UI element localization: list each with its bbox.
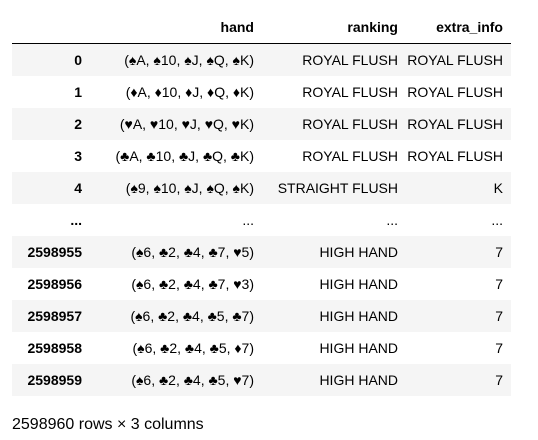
extra-info-cell: ...: [491, 212, 503, 228]
ranking-cell: HIGH HAND: [319, 244, 398, 260]
row-index: 2598956: [27, 276, 82, 292]
dataframe-table: hand ranking extra_info 0 (♠A, ♠10, ♠J, …: [12, 12, 511, 396]
hand-column-header: hand: [90, 12, 262, 44]
table-header: hand ranking extra_info: [12, 12, 511, 44]
hand-cell: (♠6, ♣2, ♣4, ♣5, ♣7): [130, 308, 254, 324]
ranking-column-header: ranking: [262, 12, 406, 44]
table-row: 2598958 (♠6, ♣2, ♣4, ♣5, ♦7) HIGH HAND 7: [12, 332, 511, 364]
ellipsis-row: ... ... ... ...: [12, 204, 511, 236]
table-row: 1 (♦A, ♦10, ♦J, ♦Q, ♦K) ROYAL FLUSH ROYA…: [12, 76, 511, 108]
ranking-cell: ROYAL FLUSH: [302, 52, 398, 68]
ranking-cell: HIGH HAND: [319, 276, 398, 292]
row-index: 2598955: [27, 244, 82, 260]
table-row: 2 (♥A, ♥10, ♥J, ♥Q, ♥K) ROYAL FLUSH ROYA…: [12, 108, 511, 140]
hand-cell: (♣A, ♣10, ♣J, ♣Q, ♣K): [115, 148, 254, 164]
row-index: 2598957: [27, 308, 82, 324]
extra-info-cell: ROYAL FLUSH: [407, 116, 503, 132]
extra-info-cell: ROYAL FLUSH: [407, 52, 503, 68]
extra-info-cell: 7: [495, 340, 503, 356]
table-row: 2598959 (♠6, ♣2, ♣4, ♣5, ♥7) HIGH HAND 7: [12, 364, 511, 396]
extra-info-cell: 7: [495, 308, 503, 324]
ranking-cell: HIGH HAND: [319, 340, 398, 356]
row-index: 2598959: [27, 372, 82, 388]
row-index: 3: [74, 148, 82, 164]
extra-info-cell: ROYAL FLUSH: [407, 148, 503, 164]
table-row: 2598955 (♠6, ♣2, ♣4, ♣7, ♥5) HIGH HAND 7: [12, 236, 511, 268]
extra-info-cell: 7: [495, 244, 503, 260]
ranking-cell: ROYAL FLUSH: [302, 116, 398, 132]
index-column-header: [12, 12, 90, 44]
row-index: 2: [74, 116, 82, 132]
header-row: hand ranking extra_info: [12, 12, 511, 44]
extra-info-cell: 7: [495, 372, 503, 388]
hand-cell: (♠6, ♣2, ♣4, ♣7, ♥5): [131, 244, 254, 260]
row-index: 2598958: [27, 340, 82, 356]
row-index: 0: [74, 52, 82, 68]
table-row: 3 (♣A, ♣10, ♣J, ♣Q, ♣K) ROYAL FLUSH ROYA…: [12, 140, 511, 172]
table-row: 2598957 (♠6, ♣2, ♣4, ♣5, ♣7) HIGH HAND 7: [12, 300, 511, 332]
hand-cell: (♠6, ♣2, ♣4, ♣5, ♥7): [131, 372, 254, 388]
table-row: 4 (♠9, ♠10, ♠J, ♠Q, ♠K) STRAIGHT FLUSH K: [12, 172, 511, 204]
hand-cell: (♥A, ♥10, ♥J, ♥Q, ♥K): [119, 116, 254, 132]
row-index: ...: [70, 212, 82, 228]
hand-cell: (♦A, ♦10, ♦J, ♦Q, ♦K): [125, 84, 254, 100]
extra-info-cell: ROYAL FLUSH: [407, 84, 503, 100]
hand-cell: (♠9, ♠10, ♠J, ♠Q, ♠K): [125, 180, 254, 196]
table-row: 2598956 (♠6, ♣2, ♣4, ♣7, ♥3) HIGH HAND 7: [12, 268, 511, 300]
extra-info-cell: 7: [495, 276, 503, 292]
extra-info-column-header: extra_info: [406, 12, 511, 44]
ranking-cell: ROYAL FLUSH: [302, 148, 398, 164]
hand-cell: ...: [242, 212, 254, 228]
table-row: 0 (♠A, ♠10, ♠J, ♠Q, ♠K) ROYAL FLUSH ROYA…: [12, 43, 511, 76]
ranking-cell: ...: [386, 212, 398, 228]
ranking-cell: ROYAL FLUSH: [302, 84, 398, 100]
hand-cell: (♠6, ♣2, ♣4, ♣5, ♦7): [132, 340, 254, 356]
row-index: 1: [74, 84, 82, 100]
ranking-cell: HIGH HAND: [319, 372, 398, 388]
row-index: 4: [74, 180, 82, 196]
hand-cell: (♠A, ♠10, ♠J, ♠Q, ♠K): [124, 52, 254, 68]
shape-summary: 2598960 rows × 3 columns: [12, 416, 204, 433]
ranking-cell: STRAIGHT FLUSH: [277, 180, 398, 196]
table-body: 0 (♠A, ♠10, ♠J, ♠Q, ♠K) ROYAL FLUSH ROYA…: [12, 43, 511, 396]
hand-cell: (♠6, ♣2, ♣4, ♣7, ♥3): [131, 276, 254, 292]
extra-info-cell: K: [493, 180, 503, 196]
ranking-cell: HIGH HAND: [319, 308, 398, 324]
